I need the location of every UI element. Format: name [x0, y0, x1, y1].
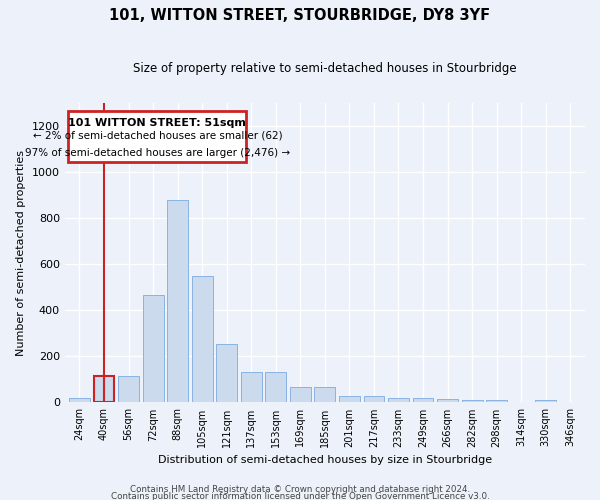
FancyBboxPatch shape [68, 111, 247, 162]
X-axis label: Distribution of semi-detached houses by size in Stourbridge: Distribution of semi-detached houses by … [158, 455, 492, 465]
Bar [216, 344, 237, 402]
Text: Contains HM Land Registry data © Crown copyright and database right 2024.: Contains HM Land Registry data © Crown c… [130, 485, 470, 494]
Bar [143, 296, 164, 403]
Bar [314, 388, 335, 402]
Text: ← 2% of semi-detached houses are smaller (62): ← 2% of semi-detached houses are smaller… [32, 130, 282, 140]
Bar [339, 396, 360, 402]
Bar [118, 376, 139, 402]
Bar [486, 400, 507, 402]
Bar [388, 398, 409, 402]
Bar [290, 388, 311, 402]
Bar [192, 276, 212, 402]
Y-axis label: Number of semi-detached properties: Number of semi-detached properties [16, 150, 26, 356]
Text: 101 WITTON STREET: 51sqm: 101 WITTON STREET: 51sqm [68, 118, 247, 128]
Bar [241, 372, 262, 402]
Bar [437, 399, 458, 402]
Bar [69, 398, 90, 402]
Bar [535, 400, 556, 402]
Bar [461, 400, 482, 402]
Bar [94, 376, 115, 402]
Title: Size of property relative to semi-detached houses in Stourbridge: Size of property relative to semi-detach… [133, 62, 517, 76]
Bar [167, 200, 188, 402]
Text: 101, WITTON STREET, STOURBRIDGE, DY8 3YF: 101, WITTON STREET, STOURBRIDGE, DY8 3YF [109, 8, 491, 22]
Bar [364, 396, 385, 402]
Text: 97% of semi-detached houses are larger (2,476) →: 97% of semi-detached houses are larger (… [25, 148, 290, 158]
Bar [265, 372, 286, 402]
Bar [413, 398, 433, 402]
Text: Contains public sector information licensed under the Open Government Licence v3: Contains public sector information licen… [110, 492, 490, 500]
